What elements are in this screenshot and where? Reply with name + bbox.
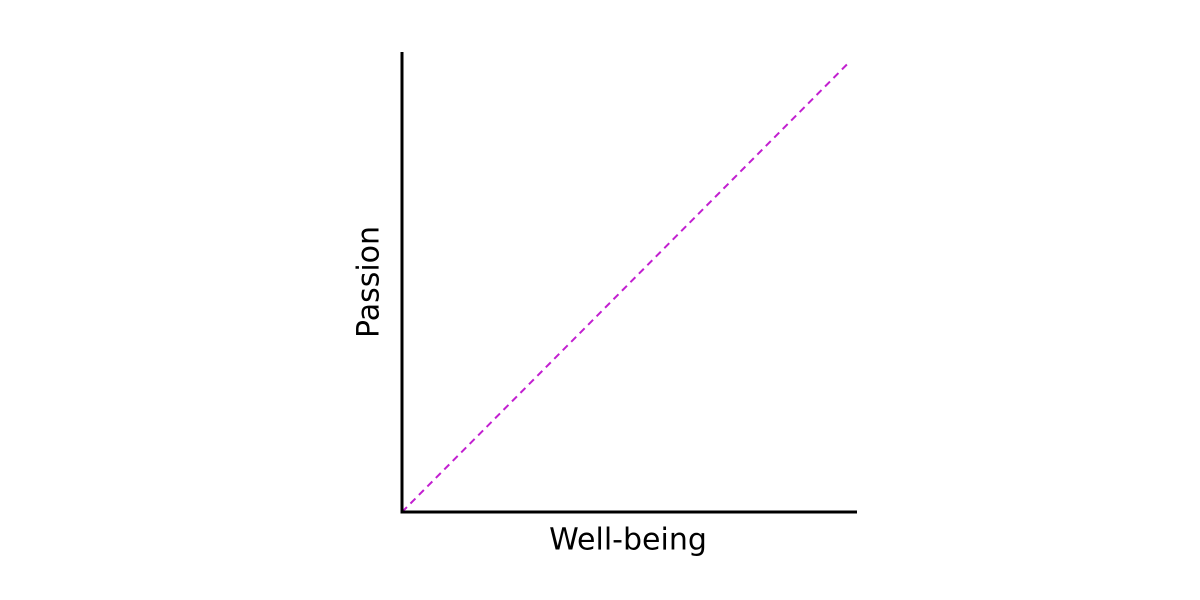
data-line <box>401 60 851 513</box>
y-axis-label: Passion <box>352 226 387 338</box>
x-axis-label: Well-being <box>549 523 707 558</box>
